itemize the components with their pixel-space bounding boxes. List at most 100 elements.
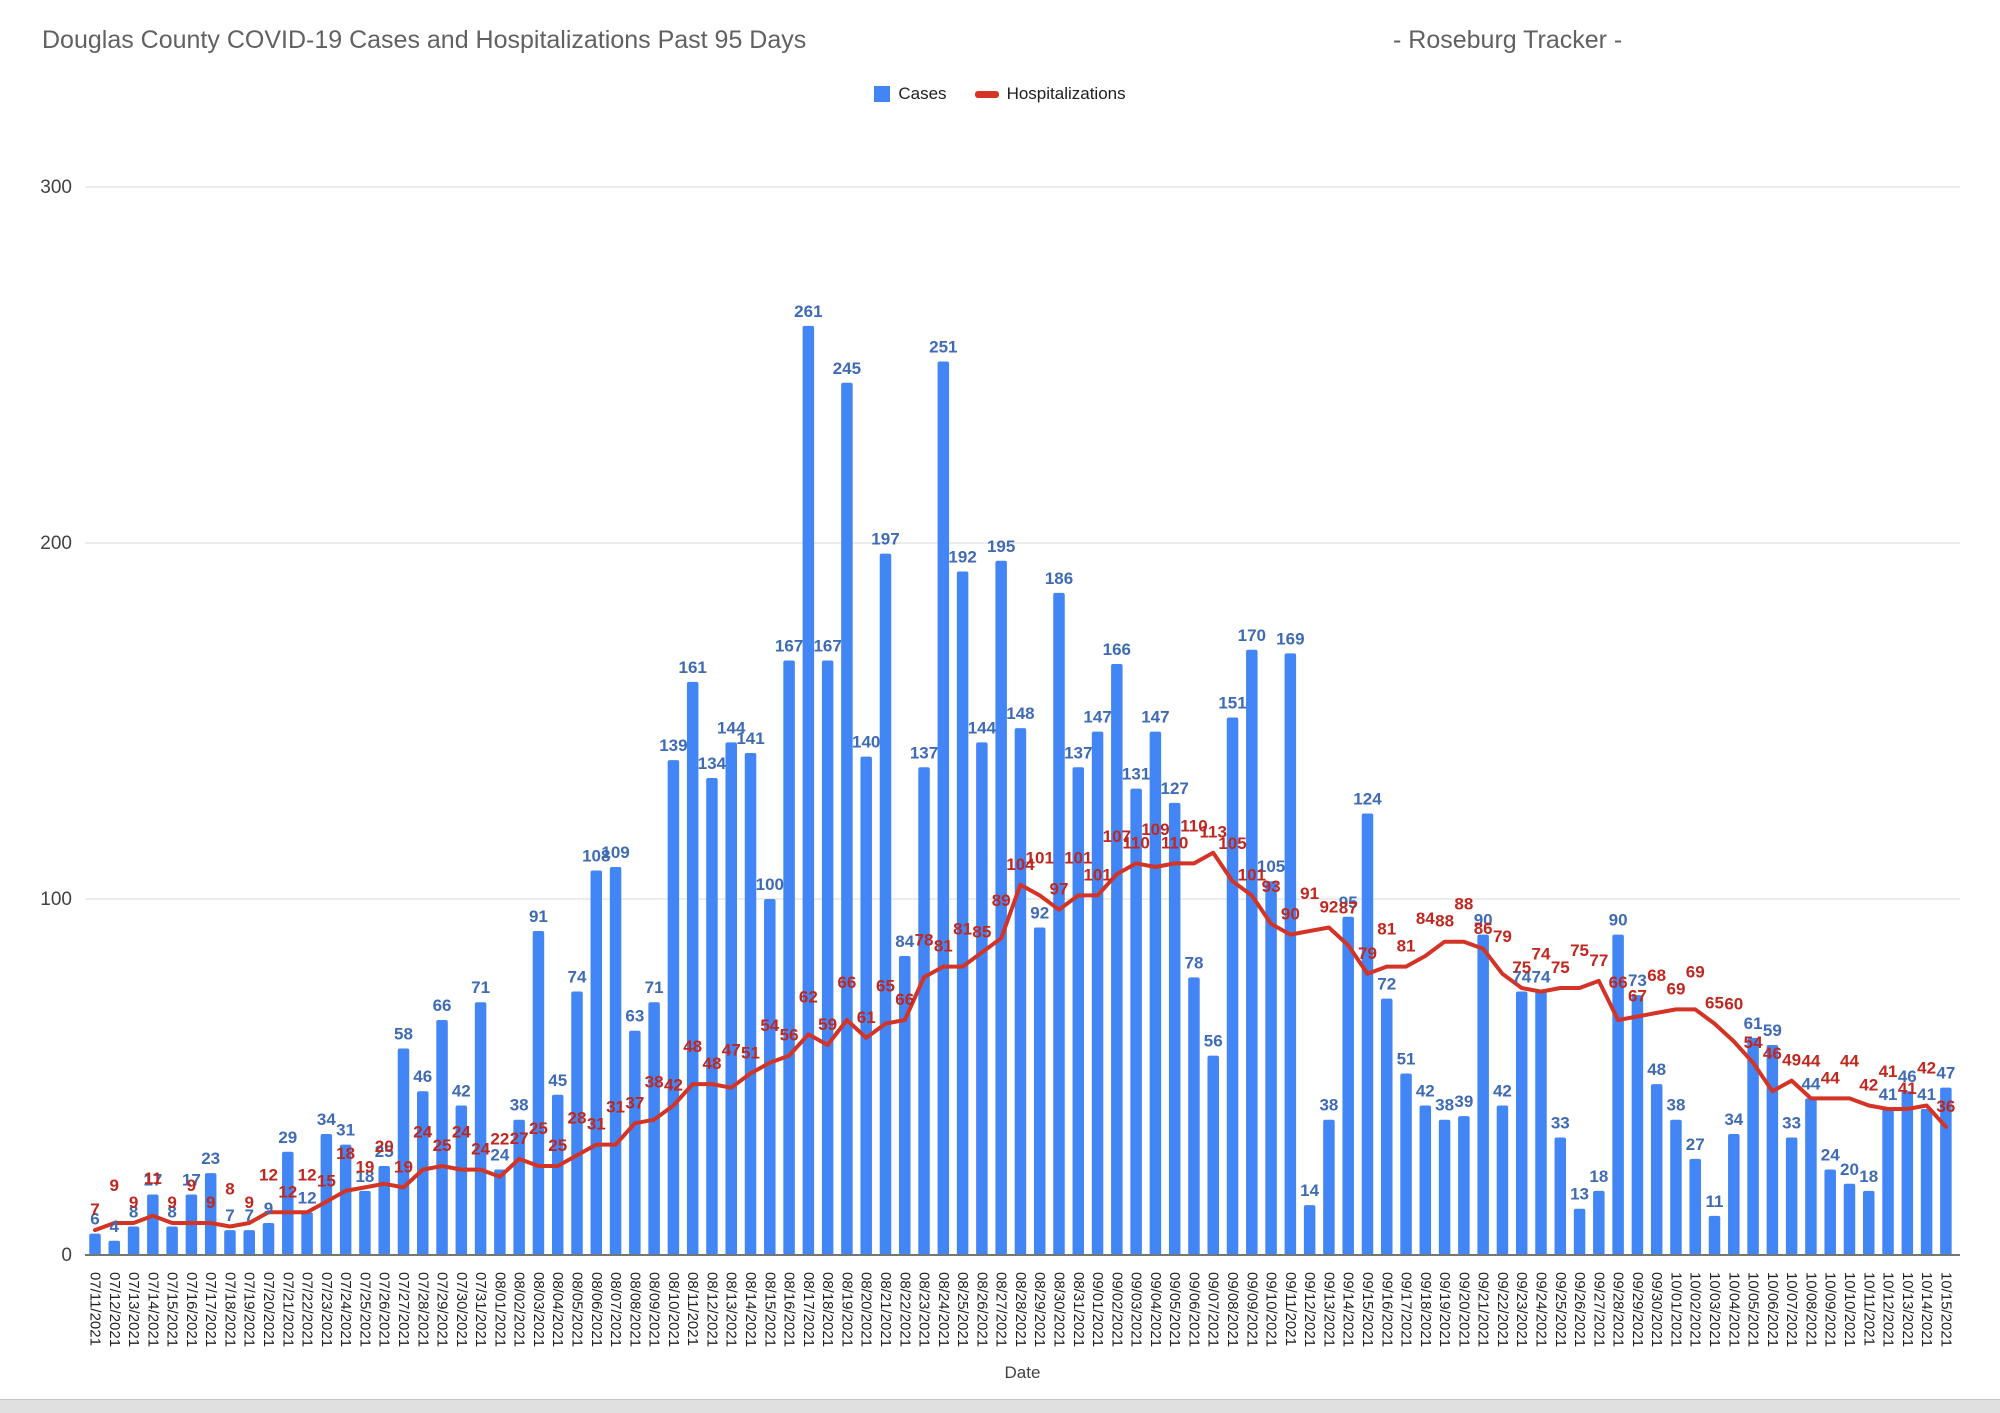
case-bar[interactable] xyxy=(1670,1119,1682,1255)
case-bar[interactable] xyxy=(1554,1137,1567,1255)
case-bar[interactable] xyxy=(147,1194,159,1255)
case-bar[interactable] xyxy=(417,1091,429,1255)
case-bar[interactable] xyxy=(609,866,622,1255)
case-bar[interactable] xyxy=(937,361,950,1255)
case-bar[interactable] xyxy=(1226,717,1239,1255)
case-bar[interactable] xyxy=(1130,788,1142,1255)
case-bar[interactable] xyxy=(1477,934,1489,1255)
case-bar[interactable] xyxy=(1361,813,1374,1255)
case-bar[interactable] xyxy=(1728,1133,1740,1255)
case-bar[interactable] xyxy=(1284,653,1297,1255)
case-bar[interactable] xyxy=(243,1230,255,1255)
case-bar[interactable] xyxy=(301,1212,313,1255)
case-bar[interactable] xyxy=(262,1222,275,1255)
case-value-label: 7 xyxy=(225,1206,234,1225)
case-bar[interactable] xyxy=(397,1048,410,1255)
case-bar[interactable] xyxy=(1631,995,1644,1255)
case-bar[interactable] xyxy=(1400,1073,1412,1255)
case-bar[interactable] xyxy=(860,756,872,1255)
case-bar[interactable] xyxy=(629,1030,641,1255)
case-bar[interactable] xyxy=(1708,1215,1721,1255)
case-bar[interactable] xyxy=(1323,1119,1335,1255)
case-bar[interactable] xyxy=(1033,927,1046,1255)
case-bar[interactable] xyxy=(1535,991,1547,1255)
case-bar[interactable] xyxy=(995,560,1007,1255)
case-bar[interactable] xyxy=(1458,1116,1470,1255)
case-bar[interactable] xyxy=(1381,998,1393,1255)
case-bar[interactable] xyxy=(1188,977,1200,1255)
case-bar[interactable] xyxy=(1342,916,1354,1255)
case-bar[interactable] xyxy=(436,1020,448,1255)
case-bar[interactable] xyxy=(918,767,930,1255)
case-bar[interactable] xyxy=(378,1166,390,1255)
case-bar[interactable] xyxy=(1805,1098,1817,1255)
case-bar[interactable] xyxy=(1747,1037,1759,1255)
case-bar[interactable] xyxy=(1072,767,1085,1255)
case-bar[interactable] xyxy=(686,681,699,1255)
case-bar[interactable] xyxy=(821,660,834,1255)
case-bar[interactable] xyxy=(1303,1205,1316,1255)
case-bar[interactable] xyxy=(108,1240,121,1255)
case-bar[interactable] xyxy=(783,660,795,1255)
case-bar[interactable] xyxy=(494,1169,506,1255)
case-bar[interactable] xyxy=(551,1094,564,1255)
case-bar[interactable] xyxy=(1573,1208,1586,1255)
case-bar[interactable] xyxy=(879,553,892,1255)
case-bar[interactable] xyxy=(590,870,603,1255)
case-bar[interactable] xyxy=(1111,664,1123,1255)
case-bar[interactable] xyxy=(1863,1190,1875,1255)
case-bar[interactable] xyxy=(1207,1055,1219,1255)
case-bar[interactable] xyxy=(513,1119,525,1255)
case-bar[interactable] xyxy=(224,1230,236,1255)
case-bar[interactable] xyxy=(320,1133,333,1255)
case-bar[interactable] xyxy=(1882,1109,1894,1255)
case-bar[interactable] xyxy=(802,325,815,1256)
case-bar[interactable] xyxy=(166,1226,178,1255)
case-bar[interactable] xyxy=(725,742,737,1255)
case-bar[interactable] xyxy=(1824,1169,1836,1255)
case-bar[interactable] xyxy=(1246,649,1258,1255)
case-bar[interactable] xyxy=(1593,1190,1605,1255)
case-bar[interactable] xyxy=(1265,881,1277,1255)
case-bar[interactable] xyxy=(282,1151,294,1255)
case-bar[interactable] xyxy=(359,1190,371,1255)
case-bar[interactable] xyxy=(976,742,988,1255)
case-bar[interactable] xyxy=(899,955,911,1255)
case-bar[interactable] xyxy=(744,753,757,1255)
case-bar[interactable] xyxy=(339,1144,352,1255)
case-bar[interactable] xyxy=(841,382,853,1255)
legend-entry-cases[interactable]: Cases xyxy=(874,84,947,104)
case-bar[interactable] xyxy=(956,571,969,1255)
case-bar[interactable] xyxy=(1149,731,1162,1255)
case-bar[interactable] xyxy=(1940,1087,1952,1255)
case-bar[interactable] xyxy=(571,991,583,1255)
case-bar[interactable] xyxy=(1053,592,1065,1255)
case-bar[interactable] xyxy=(648,1002,660,1255)
case-bar[interactable] xyxy=(1650,1084,1663,1255)
case-bar[interactable] xyxy=(89,1233,101,1255)
horizontal-scrollbar[interactable] xyxy=(0,1399,2000,1413)
case-bar[interactable] xyxy=(667,760,680,1255)
case-bar[interactable] xyxy=(455,1105,468,1255)
case-bar[interactable] xyxy=(1438,1119,1451,1255)
case-bar[interactable] xyxy=(1168,802,1181,1255)
case-bar[interactable] xyxy=(1419,1105,1432,1255)
case-bar[interactable] xyxy=(1091,731,1104,1255)
case-bar[interactable] xyxy=(1766,1044,1779,1255)
case-bar[interactable] xyxy=(127,1226,140,1255)
case-bar[interactable] xyxy=(1496,1105,1509,1255)
case-bar[interactable] xyxy=(764,899,776,1255)
case-bar[interactable] xyxy=(1014,728,1027,1255)
legend-entry-hospitalizations[interactable]: Hospitalizations xyxy=(974,84,1126,104)
case-bar[interactable] xyxy=(1901,1091,1914,1255)
case-bar[interactable] xyxy=(1689,1158,1701,1255)
case-bar[interactable] xyxy=(532,931,545,1255)
case-bar[interactable] xyxy=(1843,1183,1856,1255)
case-bar[interactable] xyxy=(204,1173,217,1255)
case-bar[interactable] xyxy=(474,1002,487,1255)
case-bar[interactable] xyxy=(1515,991,1528,1255)
case-bar[interactable] xyxy=(1920,1109,1933,1255)
case-bar[interactable] xyxy=(1785,1137,1798,1255)
case-bar[interactable] xyxy=(706,777,718,1255)
